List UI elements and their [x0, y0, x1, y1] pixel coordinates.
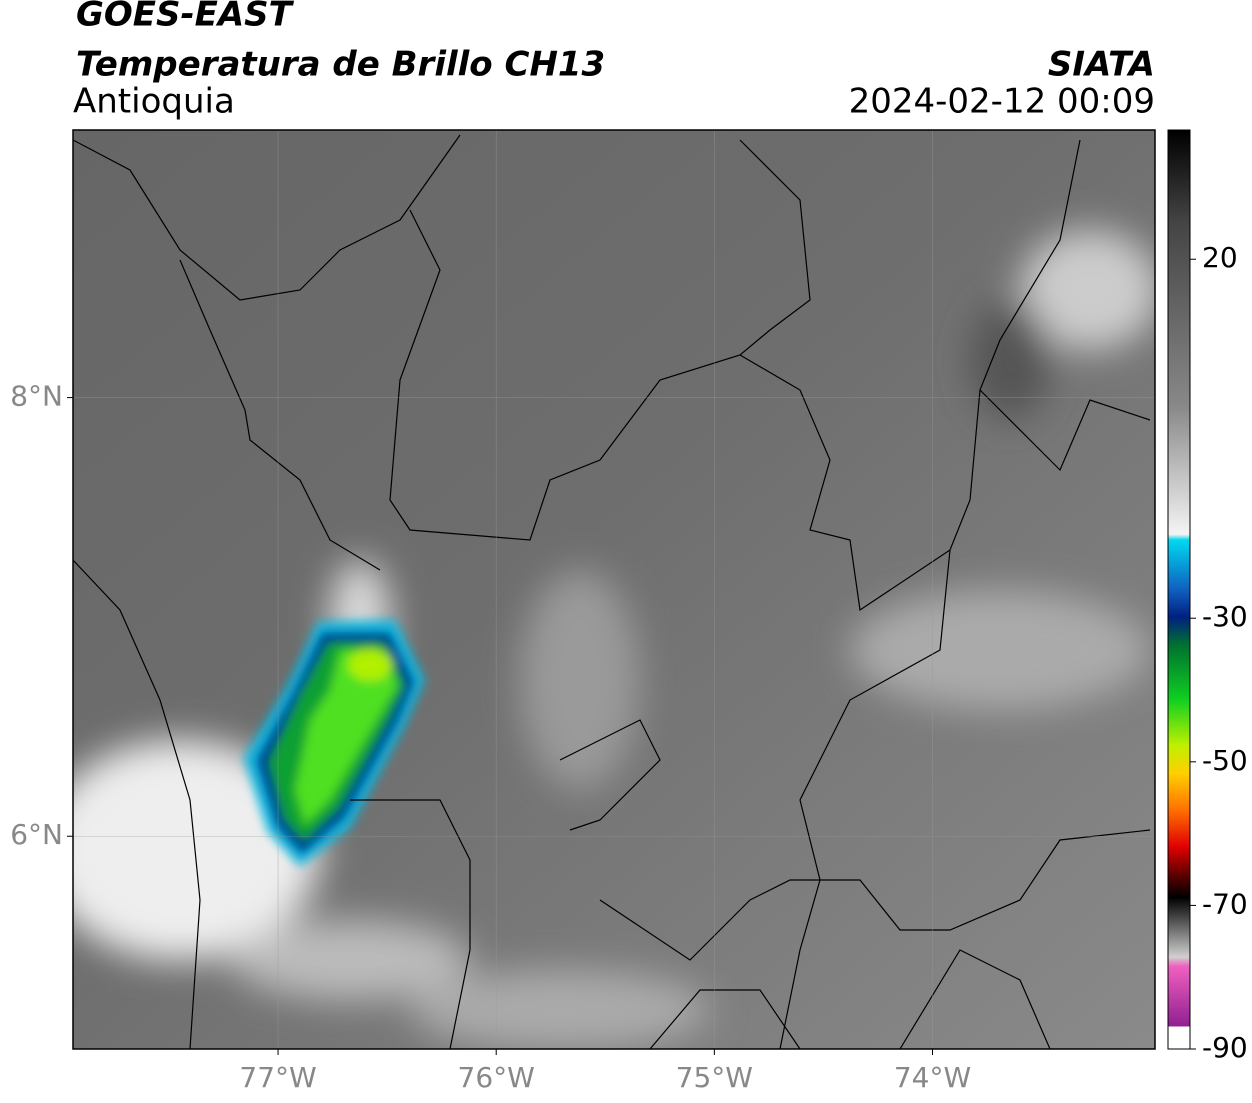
colorbar-tick-label: -70: [1202, 887, 1248, 920]
colorbar-tick-label: -50: [1202, 744, 1248, 777]
source: SIATA: [1048, 45, 1155, 85]
map-frame: [72, 129, 1156, 1050]
x-tick-label: 77°W: [239, 1061, 316, 1094]
graticule: [73, 130, 1155, 1049]
colorbar: [1167, 129, 1191, 1050]
datetime: 2024-02-12 00:09: [849, 82, 1155, 122]
boundaries: [73, 134, 1151, 1049]
title: GOES-EAST: [76, 0, 295, 35]
x-tick-label: 75°W: [676, 1061, 753, 1094]
colorbar-tick-label: 20: [1202, 241, 1238, 274]
colorbar-tick-label: -30: [1202, 600, 1248, 633]
imagery: [73, 130, 1155, 1049]
subtitle: Temperatura de Brillo CH13: [76, 45, 605, 85]
convective-cell: [244, 620, 425, 866]
y-tick-label: 8°N: [10, 380, 63, 413]
x-tick-label: 74°W: [894, 1061, 971, 1094]
region: Antioquia: [73, 82, 235, 122]
x-tick-label: 76°W: [458, 1061, 535, 1094]
colorbar-tick-label: -90: [1202, 1031, 1248, 1064]
y-tick-label: 6°N: [10, 818, 63, 851]
